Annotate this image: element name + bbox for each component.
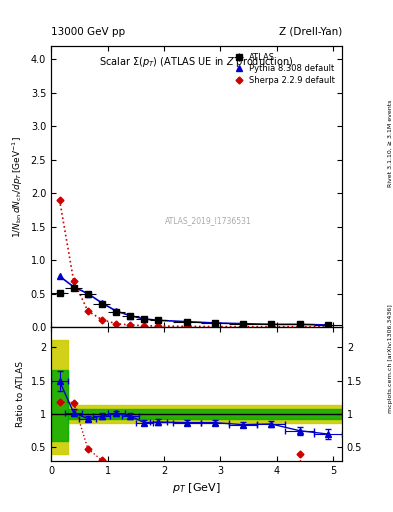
Legend: ATLAS, Pythia 8.308 default, Sherpa 2.2.9 default: ATLAS, Pythia 8.308 default, Sherpa 2.2.… (229, 50, 338, 87)
Pythia 8.308 default (297, 321, 302, 327)
Y-axis label: Ratio to ATLAS: Ratio to ATLAS (16, 361, 25, 427)
Sherpa 2.2.9 default (184, 323, 189, 329)
Sherpa 2.2.9 default (156, 323, 161, 329)
Sherpa 2.2.9 default (213, 324, 217, 330)
Pythia 8.308 default (184, 318, 189, 325)
Pythia 8.308 default (99, 300, 104, 306)
Pythia 8.308 default (241, 321, 246, 327)
Line: Pythia 8.308 default: Pythia 8.308 default (57, 273, 331, 328)
Pythia 8.308 default (114, 308, 118, 314)
Sherpa 2.2.9 default (128, 322, 132, 328)
Sherpa 2.2.9 default (269, 324, 274, 330)
Sherpa 2.2.9 default (297, 324, 302, 330)
Sherpa 2.2.9 default (241, 324, 246, 330)
Pythia 8.308 default (85, 290, 90, 296)
Text: Z (Drell-Yan): Z (Drell-Yan) (279, 27, 342, 37)
Pythia 8.308 default (269, 321, 274, 327)
Sherpa 2.2.9 default (99, 316, 104, 323)
Pythia 8.308 default (156, 317, 161, 324)
Sherpa 2.2.9 default (71, 278, 76, 284)
Pythia 8.308 default (57, 273, 62, 279)
Sherpa 2.2.9 default (85, 308, 90, 314)
Sherpa 2.2.9 default (57, 197, 62, 203)
Pythia 8.308 default (71, 284, 76, 290)
Pythia 8.308 default (128, 312, 132, 318)
Pythia 8.308 default (213, 320, 217, 326)
X-axis label: $p_T$ [GeV]: $p_T$ [GeV] (172, 481, 221, 495)
Text: Scalar $\Sigma(p_T)$ (ATLAS UE in $Z$ production): Scalar $\Sigma(p_T)$ (ATLAS UE in $Z$ pr… (99, 54, 294, 69)
Text: ATLAS_2019_I1736531: ATLAS_2019_I1736531 (165, 216, 252, 225)
Sherpa 2.2.9 default (142, 323, 147, 329)
Y-axis label: $1/N_\mathrm{bn}\,dN_\mathrm{ch}/dp_T\,[\mathrm{GeV}^{-1}]$: $1/N_\mathrm{bn}\,dN_\mathrm{ch}/dp_T\,[… (11, 136, 25, 238)
Text: mcplots.cern.ch [arXiv:1306.3436]: mcplots.cern.ch [arXiv:1306.3436] (388, 304, 393, 413)
Text: 13000 GeV pp: 13000 GeV pp (51, 27, 125, 37)
Pythia 8.308 default (142, 316, 147, 322)
Pythia 8.308 default (325, 322, 330, 328)
Text: Rivet 3.1.10, ≥ 3.1M events: Rivet 3.1.10, ≥ 3.1M events (388, 100, 393, 187)
Line: Sherpa 2.2.9 default: Sherpa 2.2.9 default (57, 198, 330, 329)
Sherpa 2.2.9 default (114, 321, 118, 327)
Sherpa 2.2.9 default (325, 324, 330, 330)
